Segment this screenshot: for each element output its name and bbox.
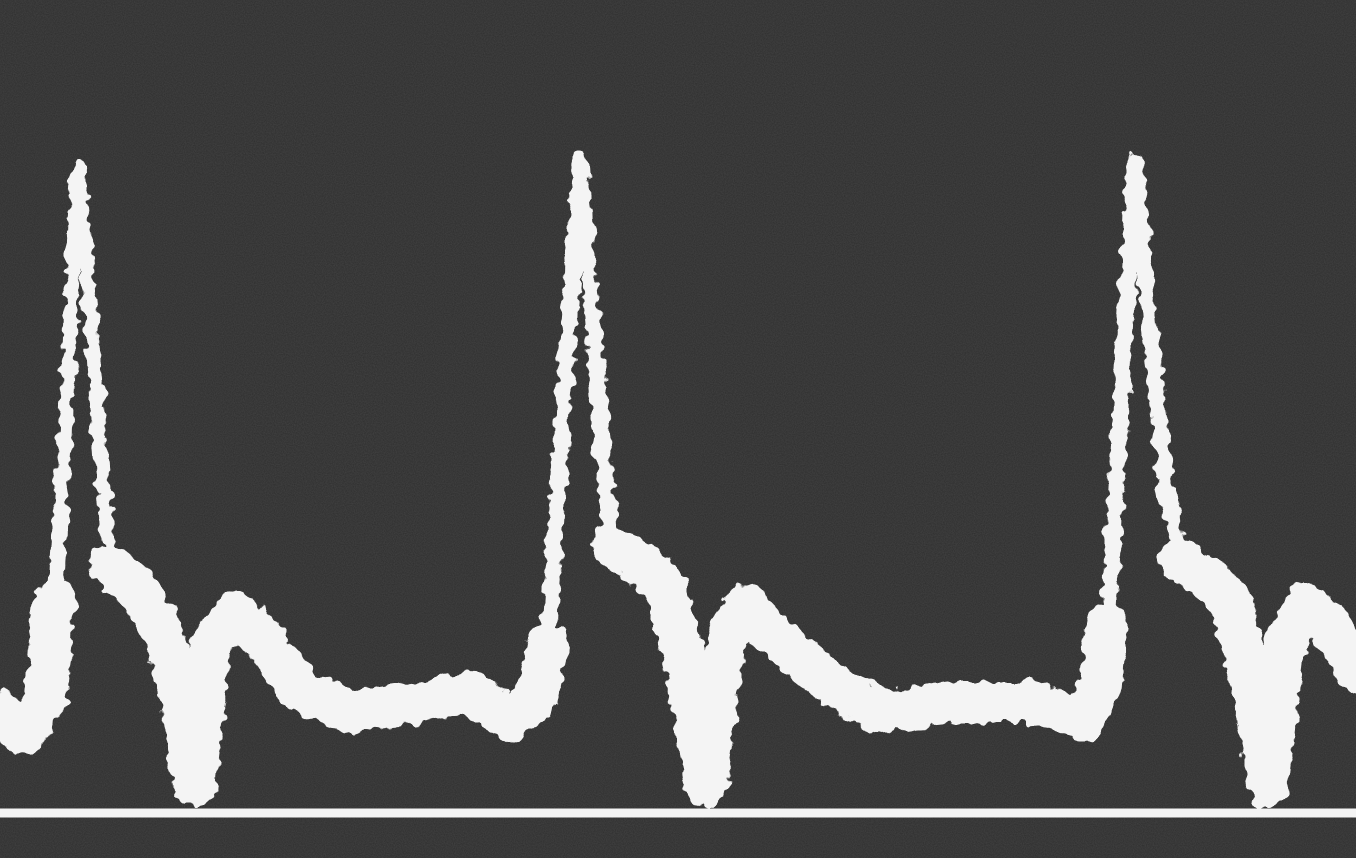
photo	[0, 0, 1356, 858]
page	[0, 0, 1356, 858]
